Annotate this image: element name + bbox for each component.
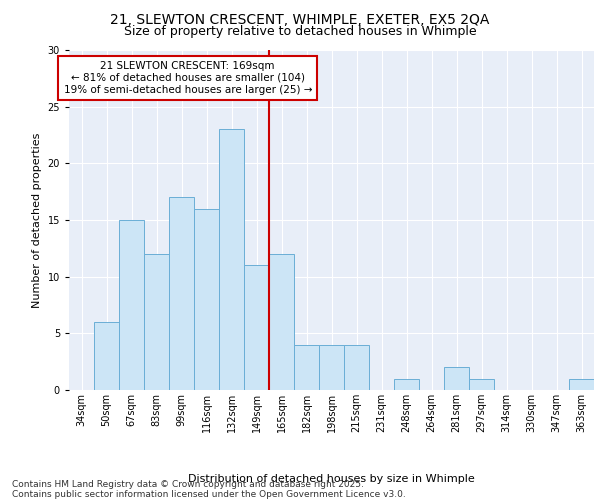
Text: 21, SLEWTON CRESCENT, WHIMPLE, EXETER, EX5 2QA: 21, SLEWTON CRESCENT, WHIMPLE, EXETER, E… <box>110 12 490 26</box>
Bar <box>294 344 319 390</box>
Bar <box>244 266 269 390</box>
Bar <box>319 344 344 390</box>
Bar <box>119 220 144 390</box>
X-axis label: Distribution of detached houses by size in Whimple: Distribution of detached houses by size … <box>188 474 475 484</box>
Text: Contains HM Land Registry data © Crown copyright and database right 2025.
Contai: Contains HM Land Registry data © Crown c… <box>12 480 406 499</box>
Bar <box>394 378 419 390</box>
Bar <box>444 368 469 390</box>
Text: Size of property relative to detached houses in Whimple: Size of property relative to detached ho… <box>124 25 476 38</box>
Bar <box>194 208 219 390</box>
Bar <box>219 130 244 390</box>
Bar <box>569 378 594 390</box>
Bar <box>94 322 119 390</box>
Bar <box>144 254 169 390</box>
Bar <box>344 344 369 390</box>
Bar <box>169 198 194 390</box>
Text: 21 SLEWTON CRESCENT: 169sqm
← 81% of detached houses are smaller (104)
19% of se: 21 SLEWTON CRESCENT: 169sqm ← 81% of det… <box>64 62 312 94</box>
Bar <box>469 378 494 390</box>
Bar <box>269 254 294 390</box>
Y-axis label: Number of detached properties: Number of detached properties <box>32 132 42 308</box>
